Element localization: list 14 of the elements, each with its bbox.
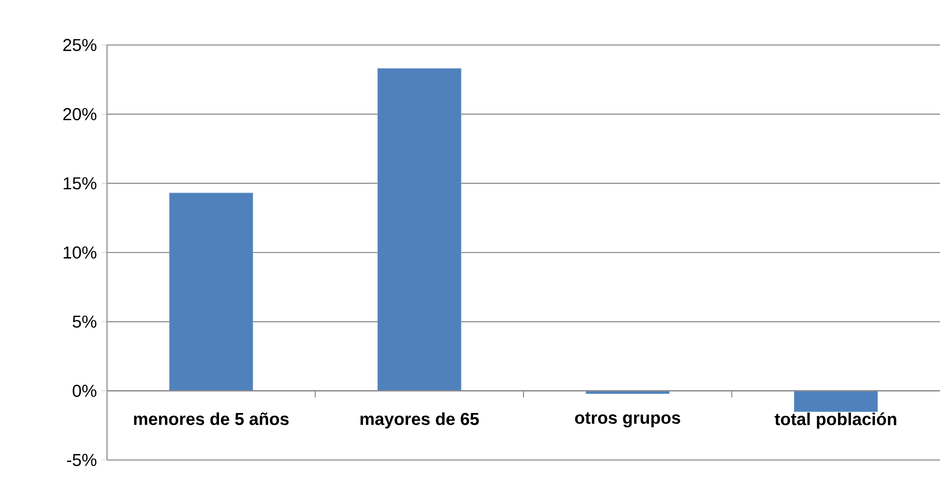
x-tick-label: otros grupos (575, 412, 680, 428)
bar (794, 390, 878, 412)
bar (169, 192, 254, 392)
y-tick-label: -5% (67, 454, 96, 466)
y-tick-label: 0% (72, 384, 96, 397)
y-tick-label: 10% (64, 246, 96, 259)
x-tick-label: menores de 5 años (134, 412, 289, 426)
x-tick-label: total población (774, 412, 896, 429)
x-tick-label: mayores de 65 (360, 412, 479, 429)
y-tick-label: 15% (64, 177, 96, 190)
bar (377, 68, 462, 392)
y-tick-label: 20% (63, 108, 96, 120)
y-tick-label: 25% (63, 38, 96, 52)
y-tick-label: 5% (72, 316, 96, 328)
